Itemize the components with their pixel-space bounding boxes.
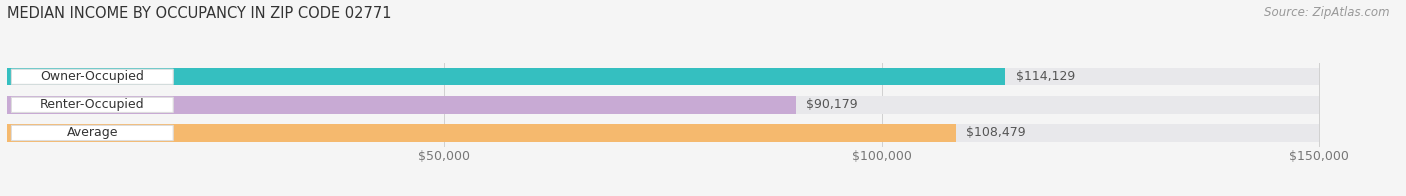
Bar (7, 124, 956, 142)
Bar (7, 96, 796, 113)
Text: $114,129: $114,129 (1017, 70, 1076, 83)
Text: Average: Average (66, 126, 118, 139)
Bar (7, 124, 1319, 142)
Text: Renter-Occupied: Renter-Occupied (39, 98, 145, 111)
Text: $90,179: $90,179 (807, 98, 858, 111)
Text: MEDIAN INCOME BY OCCUPANCY IN ZIP CODE 02771: MEDIAN INCOME BY OCCUPANCY IN ZIP CODE 0… (7, 6, 391, 21)
FancyBboxPatch shape (11, 125, 173, 141)
FancyBboxPatch shape (11, 97, 173, 113)
Bar (7, 96, 1319, 113)
Text: Owner-Occupied: Owner-Occupied (41, 70, 145, 83)
Text: $108,479: $108,479 (966, 126, 1026, 139)
FancyBboxPatch shape (11, 69, 173, 84)
Text: Source: ZipAtlas.com: Source: ZipAtlas.com (1264, 6, 1389, 19)
Bar (7, 68, 1005, 85)
Bar (7, 68, 1319, 85)
